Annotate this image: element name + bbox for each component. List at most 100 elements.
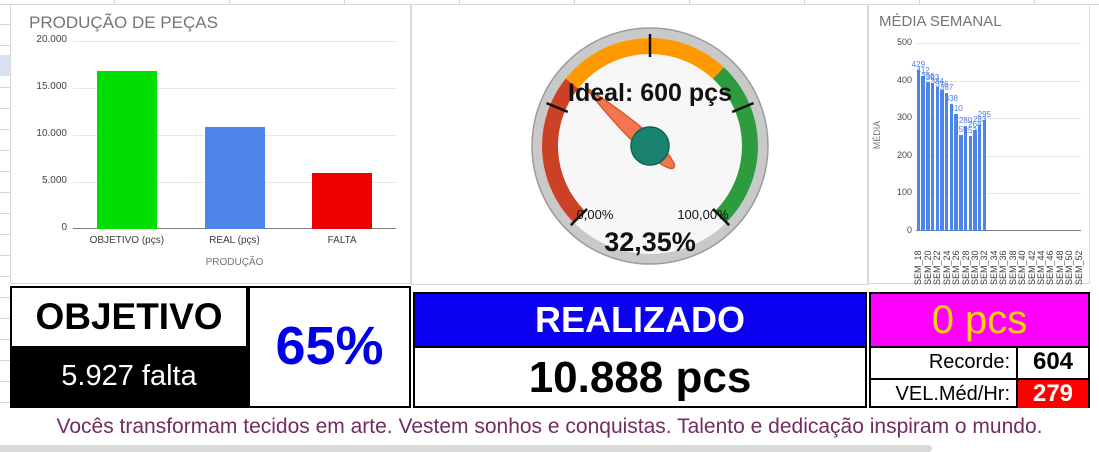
- gauge-value-label: 32,35%: [604, 227, 696, 257]
- bar-6: [944, 93, 949, 231]
- x-tick-label: SEM_40: [1017, 250, 1028, 285]
- bar-value-label: 252: [963, 126, 977, 136]
- x-tick-label: SEM_28: [960, 250, 971, 285]
- horizontal-scrollbar[interactable]: [0, 445, 932, 452]
- gauge-chart[interactable]: Ideal: 600 pçs 0,00% 100,00% 32,35%: [411, 4, 868, 285]
- falta-box: 5.927 falta: [12, 346, 246, 406]
- gridline: [916, 43, 1081, 44]
- x-tick-label: FALTA: [327, 235, 357, 246]
- objetivo-cell[interactable]: OBJETIVO 5.927 falta: [10, 286, 248, 408]
- sheet-row-gridlines: [0, 4, 10, 445]
- bar-0: [96, 70, 157, 229]
- production-chart-title: PRODUÇÃO DE PEÇAS: [29, 13, 218, 32]
- recorde-value: 604: [1016, 348, 1088, 378]
- bar-0: [916, 69, 921, 231]
- y-tick-label: 15.000: [36, 81, 67, 92]
- gauge-ideal-label: Ideal: 600 pçs: [568, 79, 732, 107]
- y-tick-label: 5.000: [41, 175, 67, 186]
- x-tick-label: REAL (pçs): [209, 235, 260, 246]
- recorde-row[interactable]: Recorde: 604: [871, 348, 1088, 378]
- gridline: [73, 41, 396, 42]
- bar-11: [968, 136, 972, 231]
- bar-2: [312, 173, 373, 229]
- bar-14: [982, 120, 987, 231]
- x-tick-label: SEM_46: [1045, 250, 1056, 285]
- bar-2: [926, 82, 930, 231]
- bar-value-label: 338: [944, 93, 959, 103]
- bar-value-label: 283: [972, 114, 987, 124]
- bar-4: [935, 86, 939, 231]
- realizado-cell[interactable]: REALIZADO 10.888 pcs: [413, 292, 867, 408]
- bar-13: [977, 124, 982, 231]
- gauge-svg: Ideal: 600 pçs 0,00% 100,00% 32,35%: [531, 27, 769, 265]
- gridline: [73, 88, 396, 89]
- y-tick-label: 200: [896, 149, 912, 160]
- vel-row[interactable]: VEL.Méd/Hr: 279: [871, 378, 1088, 410]
- realizado-header: REALIZADO: [415, 294, 865, 348]
- x-tick-label: SEM_42: [1026, 250, 1037, 285]
- y-tick-label: 10.000: [36, 128, 67, 139]
- bar-12: [973, 130, 977, 231]
- sheet-selected-cell[interactable]: [0, 55, 10, 76]
- percent-value: 65%: [275, 316, 384, 376]
- x-tick-label: SEM_22: [932, 250, 943, 285]
- bar-1: [204, 126, 265, 229]
- production-chart-x-axis-title: PRODUÇÃO: [205, 257, 264, 268]
- x-tick-label: SEM_32: [979, 250, 990, 285]
- y-tick-label: 400: [896, 74, 912, 85]
- recorde-label: Recorde:: [928, 351, 1010, 373]
- weekly-chart-plot-area: 429 412 396 393 384 376 367 338 310 255 280 252 268 2…: [912, 43, 1081, 231]
- y-tick-label: 0: [906, 225, 912, 235]
- saldo-value: 0 pcs: [871, 294, 1088, 348]
- gauge-shapes: [531, 27, 769, 265]
- y-tick-label: 300: [896, 112, 912, 123]
- gauge-max-label: 100,00%: [677, 207, 729, 222]
- gauge-min-label: 0,00%: [577, 207, 614, 222]
- x-tick-label: SEM_50: [1064, 250, 1075, 285]
- bar-value-label: 255: [954, 125, 968, 135]
- y-tick-label: 500: [896, 37, 912, 47]
- bar-value-label: 412: [916, 66, 930, 76]
- bar-5: [940, 89, 944, 231]
- saldo-cell[interactable]: 0 pcs Recorde: 604 VEL.Méd/Hr: 279: [869, 292, 1090, 410]
- weekly-chart-title: MÉDIA SEMANAL: [879, 13, 1002, 30]
- production-chart-plot-area: [73, 41, 396, 229]
- bar-9: [959, 135, 963, 231]
- gridline: [916, 193, 1081, 195]
- bar-value-label: 396: [921, 72, 935, 82]
- x-tick-label: SEM_36: [998, 250, 1009, 285]
- bar-value-label: 295: [977, 110, 992, 120]
- gridline: [916, 80, 1081, 82]
- bar-10: [963, 125, 968, 231]
- vel-label: VEL.Méd/Hr:: [895, 383, 1010, 405]
- bar-value-label: 429: [911, 59, 926, 69]
- gridline: [916, 118, 1081, 120]
- percent-cell[interactable]: 65%: [248, 286, 411, 408]
- x-axis-line: [916, 230, 1081, 231]
- x-tick-label: SEM_26: [951, 250, 962, 285]
- production-chart[interactable]: PRODUÇÃO DE PEÇAS PRODUÇÃO 0 5.000 10.000 1…: [10, 4, 411, 284]
- weekly-chart-y-axis-title: MÉDIA: [872, 120, 882, 150]
- x-tick-label: OBJETIVO (pçs): [89, 235, 165, 246]
- y-tick-label: 0: [61, 222, 67, 233]
- bar-value-label: 384: [930, 76, 944, 86]
- gridline: [916, 155, 1081, 157]
- objetivo-label: OBJETIVO: [35, 296, 223, 337]
- bar-value-label: 310: [949, 104, 963, 114]
- realizado-value: 10.888 pcs: [528, 353, 752, 402]
- bar-value-label: 280: [958, 115, 973, 125]
- falta-text: 5.927 falta: [61, 360, 197, 392]
- vel-value: 279: [1016, 380, 1088, 410]
- x-tick-label: SEM_52: [1073, 250, 1084, 285]
- bar-value-label: 376: [935, 79, 949, 89]
- bar-value-label: 367: [939, 83, 954, 92]
- y-tick-label: 20.000: [36, 34, 67, 45]
- bar-8: [954, 114, 958, 231]
- weekly-average-chart[interactable]: MÉDIA SEMANAL MÉDIA 429 412 396 393 384 376 36…: [868, 4, 1090, 285]
- bar-value-label: 393: [925, 73, 940, 83]
- bar-value-label: 268: [968, 120, 982, 130]
- x-tick-label: SEM_18: [913, 250, 924, 285]
- bar-3: [930, 83, 935, 231]
- bar-1: [921, 76, 925, 231]
- bar-7: [949, 103, 954, 231]
